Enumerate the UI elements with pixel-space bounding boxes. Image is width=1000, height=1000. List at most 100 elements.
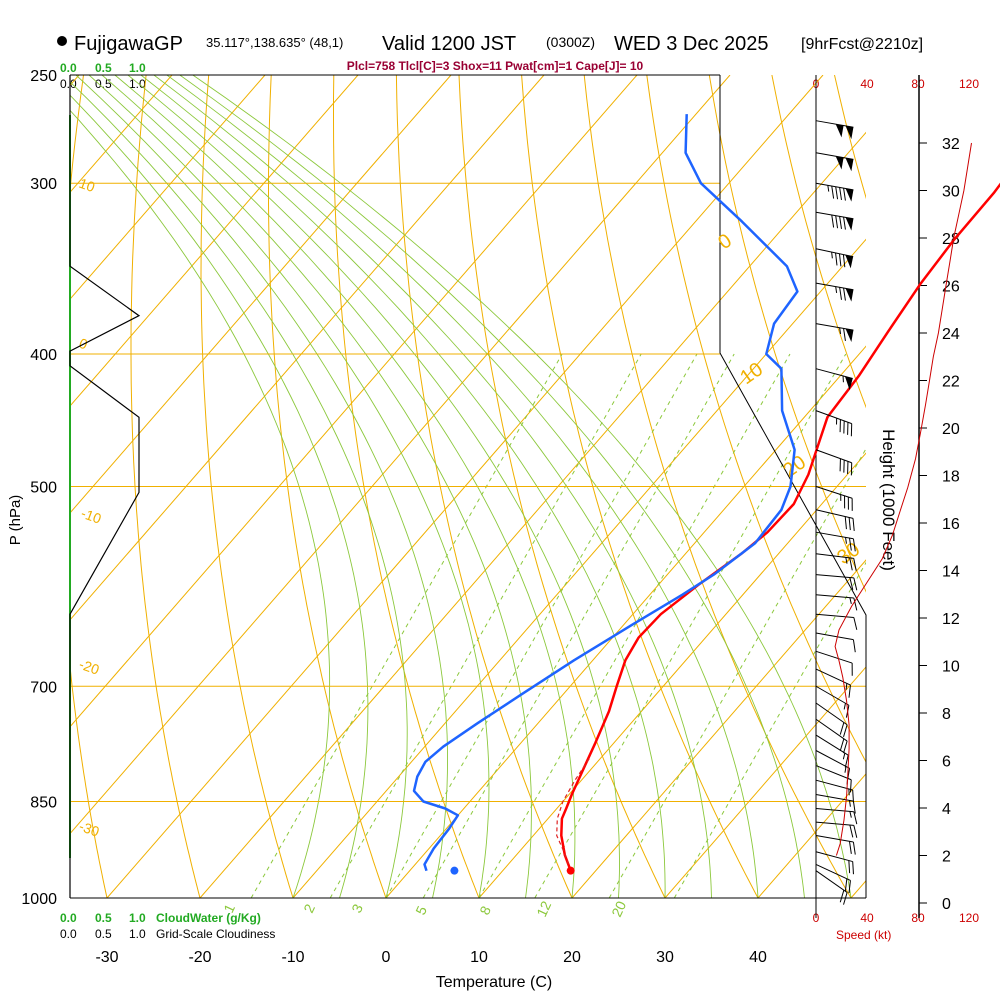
height-tick-label: 20 [942, 421, 960, 438]
wind-barb-shaft [815, 574, 854, 579]
wind-barb [815, 182, 854, 202]
wind-barb-flag [853, 558, 857, 571]
wind-barb-shaft [815, 323, 854, 331]
wind-barb-flag [839, 722, 845, 735]
mixing-ratio-value-label: 8 [476, 903, 494, 917]
temperature-tick-label: 20 [563, 949, 581, 966]
wind-barb-flag [849, 557, 853, 571]
temperature-tick-label: -20 [188, 949, 211, 966]
cloudiness-scale-bottom-2: 1.0 [129, 927, 146, 941]
wind-barb [815, 368, 853, 391]
wind-barb [815, 834, 856, 855]
isotherm-value-label: -30 [77, 818, 102, 840]
wind-barb-shaft [815, 553, 854, 559]
wind-barb-flag [843, 287, 846, 301]
wind-barb-flag [839, 187, 842, 200]
temperature-tick-label: 0 [382, 949, 391, 966]
height-tick-label: 30 [942, 184, 960, 201]
isotherm-line [850, 879, 866, 898]
wind-barb-shaft [815, 282, 854, 291]
height-tick-label: 10 [942, 659, 960, 676]
cloudiness-scale-bottom-0: 0.0 [60, 927, 77, 941]
wind-barb [815, 734, 849, 768]
temperature-tick-label: -30 [95, 949, 118, 966]
speed-profile-line [834, 142, 972, 856]
cloudwater-scale-bottom-0: 0.0 [60, 911, 77, 925]
mixing-ratio-value-label: 12 [533, 898, 554, 919]
moist-adiabat-line [70, 81, 408, 898]
dry-adiabat-line [521, 75, 759, 898]
wind-barb-pennant [845, 125, 854, 140]
wind-barb [815, 449, 853, 476]
wind-barb-shaft [815, 248, 854, 258]
wind-barb [815, 211, 854, 231]
wind-barb-shaft [815, 851, 853, 863]
surface-dewpoint-point [450, 866, 459, 875]
wind-barb-flag [849, 779, 852, 793]
wind-barb [815, 807, 858, 825]
speed-scale-top-2: 80 [911, 77, 925, 91]
height-tick-label: 32 [942, 136, 960, 153]
height-tick-label: 2 [942, 849, 951, 866]
mixing-ratio-value-label: 20 [608, 898, 629, 919]
wind-barb-half-flag [845, 683, 848, 690]
x-axis-title: Temperature (C) [436, 974, 552, 991]
wind-barb-pennant [844, 376, 853, 391]
dry-adiabat-line [268, 75, 387, 898]
temperature-tick-label: -10 [281, 949, 304, 966]
wind-barb [815, 863, 851, 894]
height-tick-label: 14 [942, 564, 960, 581]
wind-barb-flag [835, 252, 838, 266]
dry-adiabat-line [200, 75, 294, 898]
wind-barb [815, 248, 854, 269]
isotherm-line [70, 75, 359, 407]
wind-barb-shaft [815, 668, 851, 686]
mixing-ratio-value-label: 3 [348, 901, 366, 915]
wind-barb-flag [852, 639, 856, 653]
wind-barb [815, 486, 853, 511]
wind-barb [815, 821, 858, 838]
pressure-tick-label: 700 [30, 679, 57, 696]
cloudwater-scale-top-1: 0.5 [95, 61, 112, 75]
wind-barb-flag [848, 538, 852, 551]
wind-barb-shaft [815, 870, 848, 893]
wind-barb-pennant [845, 254, 854, 269]
moist-adiabat-line [192, 75, 852, 898]
pressure-tick-label: 400 [30, 347, 57, 364]
wind-barb-pennant [845, 188, 854, 202]
moist-adiabat-line [166, 75, 759, 898]
mixing-ratio-line [250, 353, 563, 898]
wind-barb-shaft [815, 834, 854, 843]
utc-time: (0300Z) [546, 34, 595, 50]
height-tick-label: 16 [942, 516, 960, 533]
isotherm-value-label: -10 [79, 505, 104, 527]
speed-scale-top-1: 40 [860, 77, 874, 91]
temperature-line [560, 182, 1000, 872]
plot-right-border [719, 75, 867, 898]
wind-barb-shaft [815, 486, 853, 499]
wind-barb-flag [838, 253, 842, 267]
wind-barb-flag [835, 186, 839, 200]
wind-barb [815, 685, 850, 718]
wind-barb [815, 702, 848, 738]
wind-barb-flag [831, 185, 835, 199]
height-tick-label: 12 [942, 611, 960, 628]
dry-adiabat-line [708, 75, 866, 593]
mixing-ratio-line [329, 353, 642, 898]
height-tick-label: 18 [942, 469, 960, 486]
wind-barb [815, 323, 854, 342]
wind-barb-flag [839, 890, 845, 903]
wind-barb-flag [843, 740, 848, 754]
wind-barb-half-flag [849, 811, 852, 818]
moist-adiabat-line [75, 75, 448, 898]
wind-barb-pennant [845, 288, 854, 302]
wind-barb-flag [835, 215, 839, 229]
dry-adiabat-line [333, 75, 480, 898]
dry-adiabat-line [771, 75, 866, 409]
wind-barb-flag [848, 841, 852, 854]
wind-barb [815, 650, 853, 676]
cloudiness-profile-line [69, 75, 141, 898]
moist-adiabat-line [127, 75, 620, 898]
